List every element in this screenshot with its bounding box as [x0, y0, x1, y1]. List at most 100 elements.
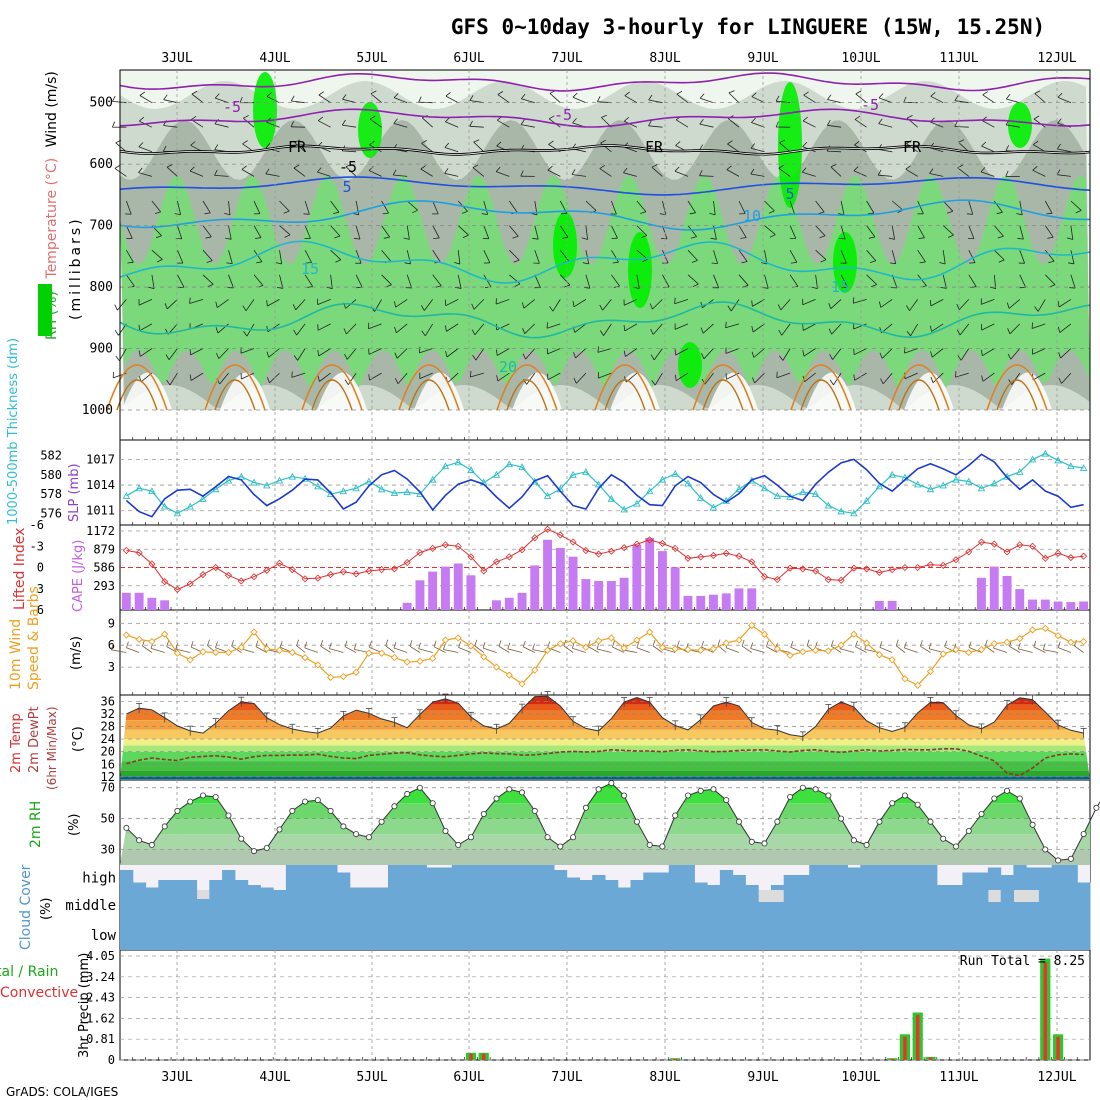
date-label-top: 10JUL — [841, 51, 880, 66]
cloud-bar-low — [375, 920, 389, 950]
wind-barb-flag — [241, 165, 247, 170]
wind-barb-flag — [316, 167, 322, 173]
wind-barb-flag — [284, 234, 291, 238]
wind-barb — [676, 93, 689, 104]
wind-barb — [910, 323, 919, 337]
cloud-bar-high — [885, 865, 900, 890]
wind-barb — [909, 299, 919, 311]
wind-barb — [253, 274, 264, 286]
wind-barb — [917, 225, 925, 238]
cloud-bar-middle — [656, 890, 670, 920]
wind-barb — [778, 167, 791, 177]
wind-barb — [878, 123, 893, 128]
date-label-top: 6JUL — [453, 51, 484, 66]
thickness-tick: 582 — [40, 449, 62, 463]
wind-barb-flag — [599, 330, 604, 336]
wind-barb — [318, 348, 331, 357]
li-point — [301, 575, 309, 583]
wind-barb — [318, 94, 331, 104]
wind-barb-flag — [293, 329, 297, 336]
thickness-point — [607, 494, 616, 502]
footer-credit: GrADS: COLA/IGES — [6, 1085, 118, 1099]
wind10-point — [199, 648, 207, 656]
wind-barb-flag — [266, 325, 269, 332]
cloud-bar-low — [962, 920, 976, 950]
thickness-point — [365, 477, 373, 485]
li-point — [607, 547, 615, 555]
cloud-bar-middle — [349, 890, 363, 920]
wind-barb — [347, 372, 357, 385]
cape-tick: 293 — [93, 579, 115, 593]
rh-point — [799, 784, 806, 791]
wind-barb — [713, 250, 718, 264]
wind-barb — [219, 372, 229, 385]
wind-barb-flag — [573, 377, 577, 384]
wind-barb — [151, 200, 162, 213]
rh-core — [833, 232, 857, 293]
wind-barb-flag — [623, 324, 626, 331]
cloud-bar-middle — [783, 890, 797, 920]
rh-point — [774, 818, 781, 825]
date-label-bottom: 12JUL — [1037, 1070, 1076, 1085]
upper-ylabel: RH (%) Temperature (°C) Wind (m/s) (mill… — [38, 71, 84, 340]
wind-barb-flag — [216, 352, 220, 359]
wind10-point — [429, 654, 437, 662]
li-tick: -6 — [30, 518, 44, 532]
wind-barb-flag — [623, 117, 629, 122]
rh-point — [710, 786, 717, 793]
wind-barb-flag — [692, 283, 699, 288]
wind10-point — [467, 642, 475, 650]
wind-barb-flag — [317, 375, 320, 382]
wind-barb-flag — [115, 355, 120, 361]
temp-line — [126, 695, 1084, 738]
wind-barb-flag — [956, 303, 960, 310]
wind10-barb-flag — [895, 639, 899, 646]
wind-barb-flag — [918, 237, 925, 239]
contour-30 — [702, 379, 744, 411]
wind-barb-flag — [648, 120, 652, 126]
wind-barb — [981, 323, 995, 331]
rh-point — [927, 818, 934, 825]
precip-conv-bar — [469, 1053, 473, 1060]
wind-barb — [687, 274, 699, 285]
precip-total-label: tal / Rain — [0, 964, 58, 980]
wind10-barb — [329, 648, 344, 653]
cloud-bar-low — [1051, 920, 1065, 950]
wind-barb-flag — [878, 93, 884, 99]
date-label-bottom: 7JUL — [551, 1070, 582, 1085]
wind-barb-flag — [1066, 237, 1073, 240]
thickness-point — [148, 487, 156, 495]
wind-barb — [369, 372, 382, 381]
wind-barb-flag — [114, 164, 121, 169]
wind10-barb — [920, 645, 931, 653]
cloud-bar-low — [298, 920, 312, 950]
cloud-bar-high — [477, 865, 491, 890]
date-label-bottom: 10JUL — [841, 1070, 880, 1085]
wind-barb — [1010, 348, 1021, 360]
wind-barb — [508, 200, 518, 213]
wind-barb-flag — [1016, 213, 1023, 216]
wind-barb-flag — [266, 92, 272, 97]
contour-25 — [106, 364, 168, 411]
wind-barb-flag — [1005, 170, 1009, 177]
cloud-bar-low — [694, 920, 708, 950]
wind-barb — [802, 120, 816, 128]
wind10-point — [122, 631, 131, 639]
li-point — [799, 565, 807, 573]
cloud-bar-middle — [541, 890, 555, 920]
cloud-bar-low — [566, 920, 580, 950]
wind10-barb-flag — [498, 640, 502, 647]
wind10-barb — [474, 645, 485, 653]
contour-label: 15 — [301, 260, 319, 278]
rh-point — [531, 807, 538, 814]
thickness-point — [850, 509, 858, 517]
wind-barb-flag — [827, 94, 832, 100]
wind-barb — [751, 96, 765, 104]
wind10-point — [416, 657, 424, 665]
wind10-point — [326, 673, 335, 681]
wind-barb — [319, 372, 331, 382]
date-label-bottom: 5JUL — [356, 1070, 387, 1085]
wind10-barb-flag — [443, 643, 446, 650]
wind-barb — [559, 225, 569, 238]
wind-barb — [293, 167, 306, 177]
